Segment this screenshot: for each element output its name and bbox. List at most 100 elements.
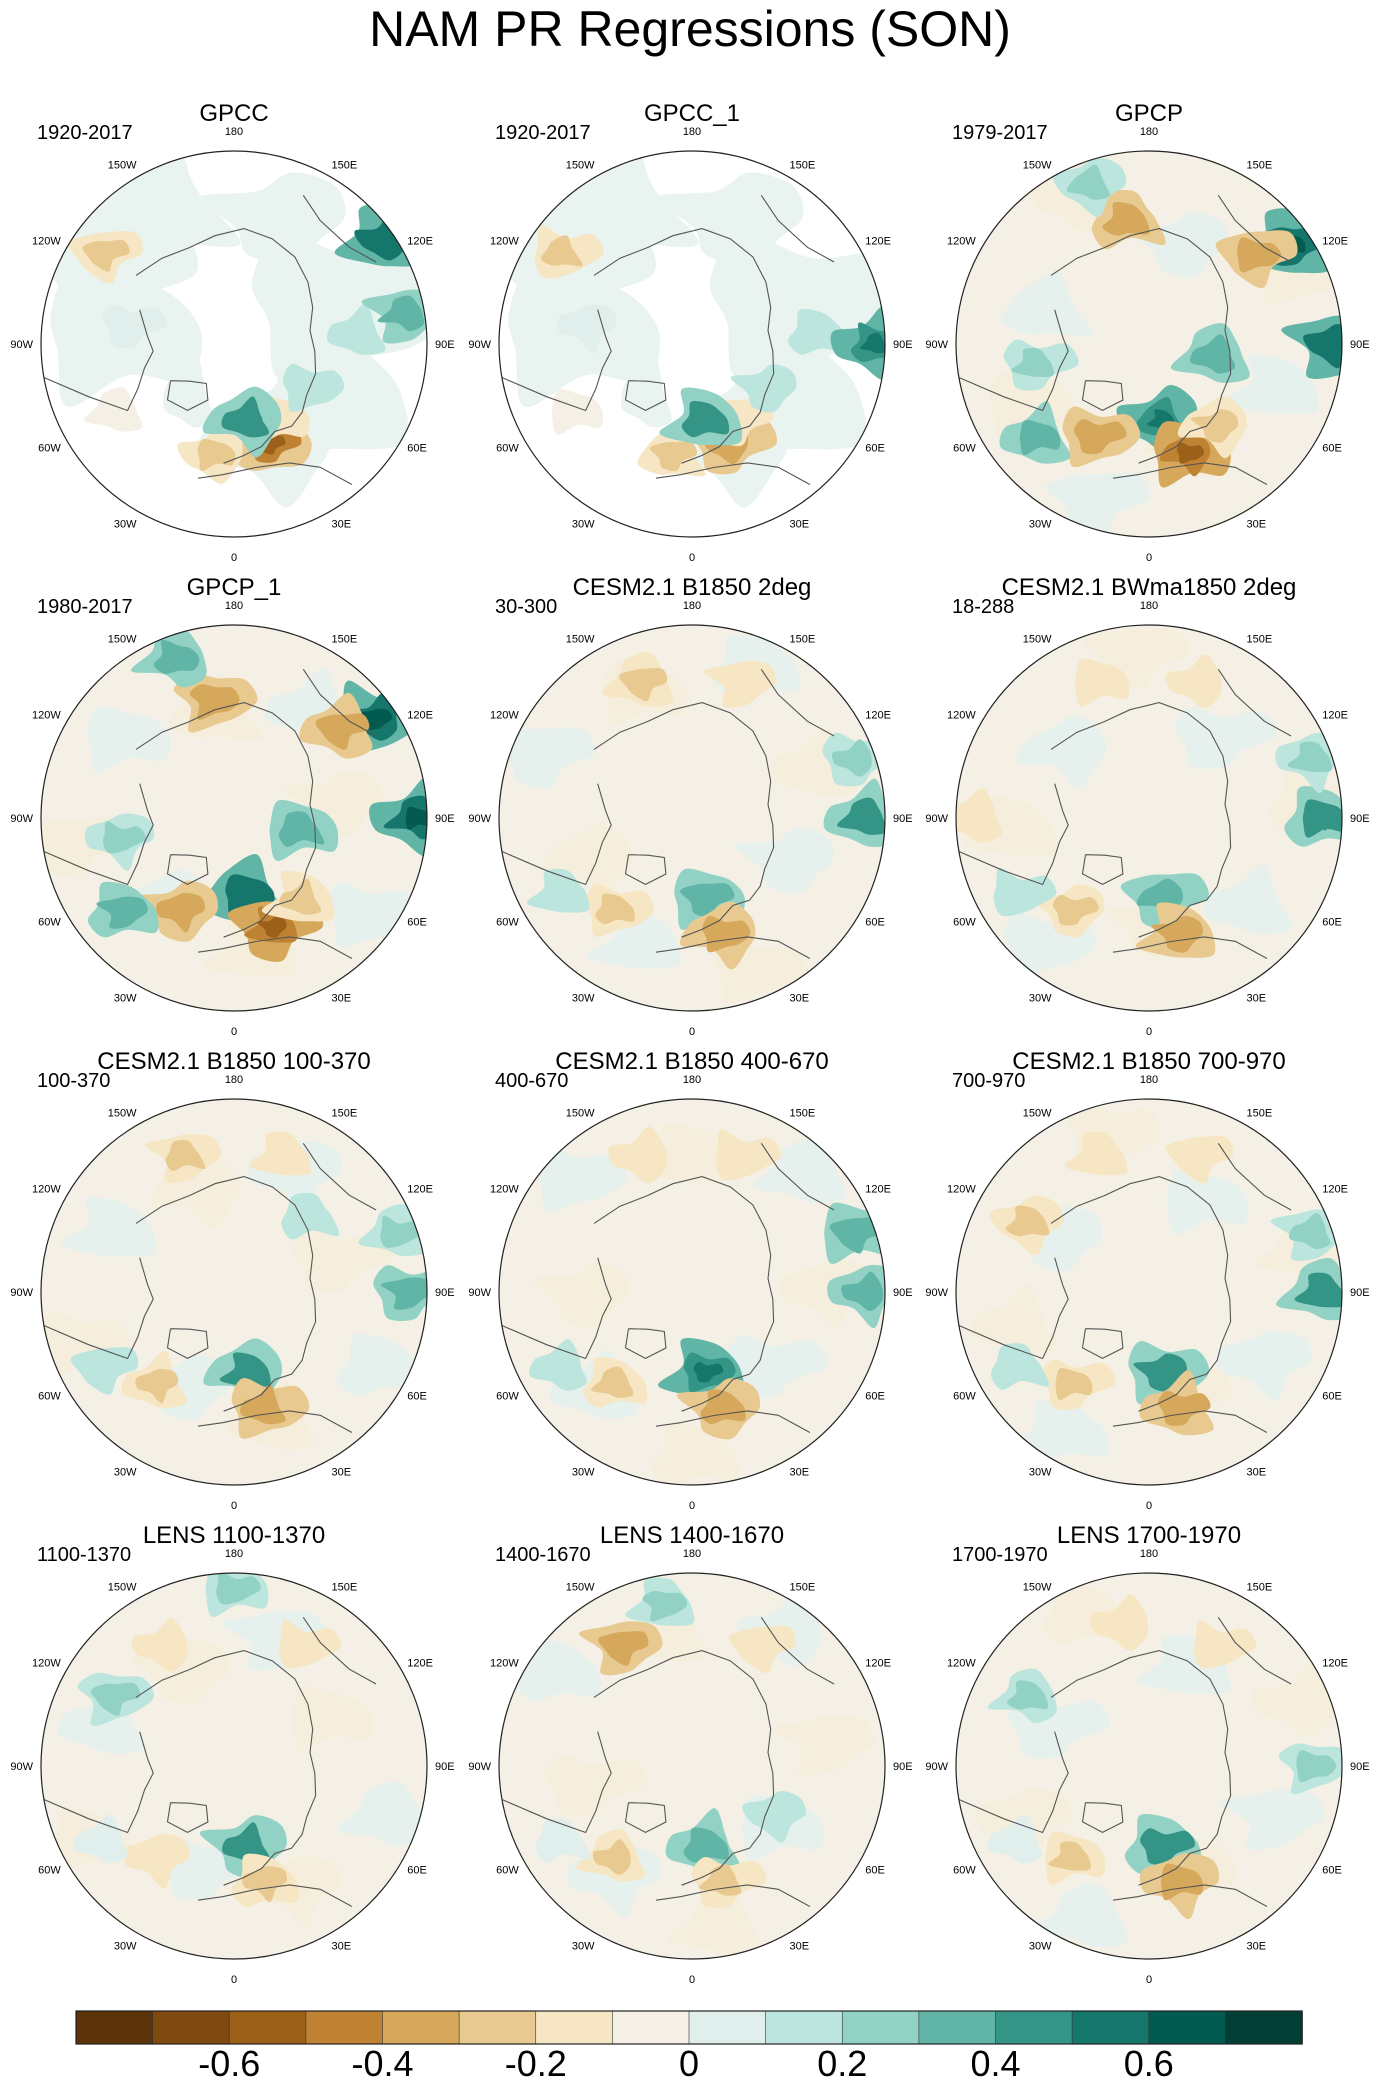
longitude-label: 90W bbox=[468, 1287, 491, 1299]
longitude-label: 180 bbox=[1140, 1548, 1158, 1560]
panel-period-label: 700-970 bbox=[952, 1070, 1025, 1092]
anomaly-peak bbox=[359, 708, 393, 730]
colorbar-swatch bbox=[1148, 2010, 1227, 2045]
anomaly-core bbox=[619, 668, 668, 702]
longitude-label: 30W bbox=[114, 1940, 137, 1952]
anomaly-core bbox=[680, 883, 735, 918]
colorbar-tick-label: 0.6 bbox=[1124, 2043, 1174, 2084]
longitude-label: 180 bbox=[225, 1074, 243, 1086]
colorbar-swatch bbox=[841, 2010, 920, 2045]
longitude-label: 30W bbox=[114, 1466, 137, 1478]
anomaly-region bbox=[529, 1339, 587, 1391]
longitude-label: 120E bbox=[865, 236, 891, 248]
anomaly-region bbox=[728, 1625, 797, 1674]
longitude-label: 150E bbox=[1247, 1108, 1273, 1120]
longitude-label: 180 bbox=[225, 1548, 243, 1560]
longitude-label: 120W bbox=[490, 1658, 519, 1670]
longitude-label: 0 bbox=[1146, 1026, 1152, 1038]
anomaly-core bbox=[1287, 741, 1333, 773]
longitude-label: 90E bbox=[893, 1287, 913, 1299]
coastline bbox=[624, 1802, 667, 1834]
panel-period-label: 30-300 bbox=[495, 596, 557, 618]
coastline bbox=[958, 309, 1069, 412]
longitude-label: 30E bbox=[332, 518, 352, 530]
map-background bbox=[956, 1099, 1342, 1485]
longitude-label: 60E bbox=[865, 443, 885, 455]
longitude-label: 90E bbox=[893, 1761, 913, 1773]
background-anomaly bbox=[1224, 354, 1319, 414]
longitude-label: 60E bbox=[1322, 917, 1342, 929]
longitude-label: 90E bbox=[1350, 339, 1370, 351]
longitude-label: 120E bbox=[407, 236, 433, 248]
anomaly-core bbox=[315, 713, 370, 750]
anomaly-core bbox=[598, 1631, 649, 1666]
longitude-label: 30W bbox=[572, 518, 595, 530]
longitude-label: 150W bbox=[566, 1108, 595, 1120]
land-area bbox=[57, 151, 241, 248]
coastline bbox=[1217, 1142, 1292, 1211]
background-anomaly bbox=[1045, 472, 1151, 534]
anomaly-core bbox=[1052, 894, 1099, 926]
colorbar-swatch bbox=[612, 2010, 690, 2045]
map-panel: GPCC_1 1920-2017 180 150E 120E 90E 60E 30E 0 30W 6… bbox=[468, 100, 912, 564]
colorbar-tick-label: 0 bbox=[679, 2043, 699, 2084]
anomaly-core bbox=[102, 821, 146, 854]
coastline bbox=[302, 194, 377, 263]
anomaly-region bbox=[248, 1131, 312, 1176]
longitude-label: 120E bbox=[1322, 710, 1348, 722]
anomaly-peak bbox=[405, 806, 427, 830]
coastline bbox=[43, 309, 154, 412]
land-area bbox=[251, 233, 427, 380]
longitude-label: 60E bbox=[865, 1391, 885, 1403]
background-anomaly bbox=[752, 1139, 847, 1203]
anomaly-peak bbox=[233, 1834, 260, 1855]
longitude-label: 150W bbox=[1023, 160, 1052, 172]
longitude-label: 90W bbox=[10, 1287, 33, 1299]
background-anomaly bbox=[1020, 1399, 1109, 1463]
anomaly-peak bbox=[1147, 1837, 1178, 1857]
coastline bbox=[1217, 194, 1292, 263]
longitude-label: 120W bbox=[32, 710, 61, 722]
panel-title: CESM2.1 B1850 400-670 bbox=[555, 1048, 829, 1075]
map-boundary bbox=[955, 624, 1343, 1012]
coastline bbox=[655, 462, 811, 485]
longitude-label: 120W bbox=[947, 236, 976, 248]
longitude-label: 60E bbox=[407, 917, 427, 929]
panel-title: GPCC bbox=[199, 100, 268, 127]
anomaly-region bbox=[535, 1818, 591, 1863]
map-field bbox=[956, 151, 1342, 537]
longitude-label: 120W bbox=[32, 1184, 61, 1196]
coastline bbox=[593, 1176, 775, 1412]
longitude-label: 90W bbox=[468, 813, 491, 825]
longitude-label: 30E bbox=[332, 1940, 352, 1952]
colorbar-swatch bbox=[152, 2010, 231, 2045]
longitude-label: 180 bbox=[1140, 600, 1158, 612]
land-area bbox=[199, 172, 346, 266]
anomaly-region bbox=[1064, 1131, 1128, 1176]
longitude-label: 60E bbox=[865, 917, 885, 929]
anomaly-core bbox=[197, 438, 236, 472]
longitude-label: 0 bbox=[1146, 1974, 1152, 1986]
map-boundary bbox=[40, 624, 428, 1012]
map-boundary bbox=[955, 1098, 1343, 1486]
longitude-label: 180 bbox=[683, 1074, 701, 1086]
longitude-label: 90W bbox=[468, 339, 491, 351]
coastline bbox=[1081, 1328, 1124, 1360]
anomaly-region bbox=[1193, 1620, 1257, 1669]
longitude-label: 120W bbox=[490, 1184, 519, 1196]
longitude-label: 120E bbox=[407, 710, 433, 722]
coastline bbox=[166, 1802, 209, 1834]
anomaly-core bbox=[1237, 237, 1282, 273]
colorbar-swatch bbox=[382, 2010, 460, 2045]
longitude-label: 60E bbox=[407, 1391, 427, 1403]
anomaly-core bbox=[1006, 1680, 1049, 1710]
longitude-label: 180 bbox=[1140, 126, 1158, 138]
map-field bbox=[956, 1573, 1342, 1959]
land-area bbox=[499, 221, 656, 338]
background-anomaly bbox=[1220, 1789, 1324, 1850]
longitude-label: 90W bbox=[925, 813, 948, 825]
longitude-label: 90W bbox=[925, 1761, 948, 1773]
anomaly-region bbox=[703, 661, 777, 708]
anomaly-core bbox=[1019, 419, 1061, 456]
coastline bbox=[624, 854, 667, 886]
